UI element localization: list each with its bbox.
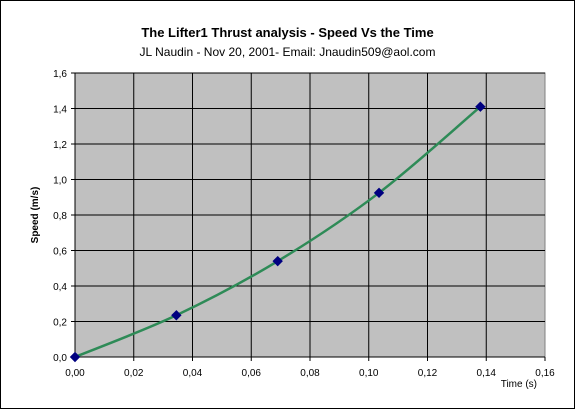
y-tick-label: 1,4 bbox=[53, 105, 67, 116]
y-tick-label: 0,4 bbox=[53, 282, 67, 293]
data-markers bbox=[69, 101, 486, 363]
x-axis-label: Time (s) bbox=[501, 379, 537, 390]
chart-subtitle: JL Naudin - Nov 20, 2001- Email: Jnaudin… bbox=[139, 45, 436, 59]
x-tick-label: 0,00 bbox=[65, 368, 85, 379]
x-tick-label: 0,06 bbox=[242, 368, 262, 379]
data-point-marker[interactable] bbox=[69, 351, 81, 363]
x-tick-labels: 0,00 0,02 0,04 0,06 0,08 0,10 0,12 0,14 0,16 bbox=[65, 368, 555, 379]
y-tick-labels: 0,0 0,2 0,4 0,6 0,8 1,0 1,2 1,4 1,6 bbox=[53, 69, 67, 364]
data-point-marker[interactable] bbox=[171, 310, 182, 321]
data-point-marker[interactable] bbox=[272, 255, 283, 267]
x-tick-label: 0,12 bbox=[418, 368, 438, 379]
x-tick-label: 0,14 bbox=[477, 368, 497, 379]
x-tick-label: 0,04 bbox=[183, 368, 203, 379]
y-tick-label: 0,8 bbox=[53, 211, 67, 222]
x-tick-label: 0,02 bbox=[124, 368, 144, 379]
x-tick-label: 0,16 bbox=[535, 368, 555, 379]
data-point-marker[interactable] bbox=[475, 101, 486, 112]
x-tick-label: 0,10 bbox=[359, 368, 379, 379]
y-tick-label: 0,0 bbox=[53, 353, 67, 364]
y-tick-label: 1,6 bbox=[53, 69, 67, 80]
y-tick-label: 0,6 bbox=[53, 247, 67, 258]
y-axis-label: Speed (m/s) bbox=[30, 187, 41, 244]
y-tick-label: 1,0 bbox=[53, 176, 67, 187]
x-tick-label: 0,08 bbox=[300, 368, 320, 379]
grid-lines bbox=[75, 72, 545, 357]
data-point-marker[interactable] bbox=[373, 187, 385, 199]
y-tick-label: 1,2 bbox=[53, 140, 67, 151]
y-tick-label: 0,2 bbox=[53, 318, 67, 329]
chart-title: The Lifter1 Thrust analysis - Speed Vs t… bbox=[141, 25, 434, 40]
